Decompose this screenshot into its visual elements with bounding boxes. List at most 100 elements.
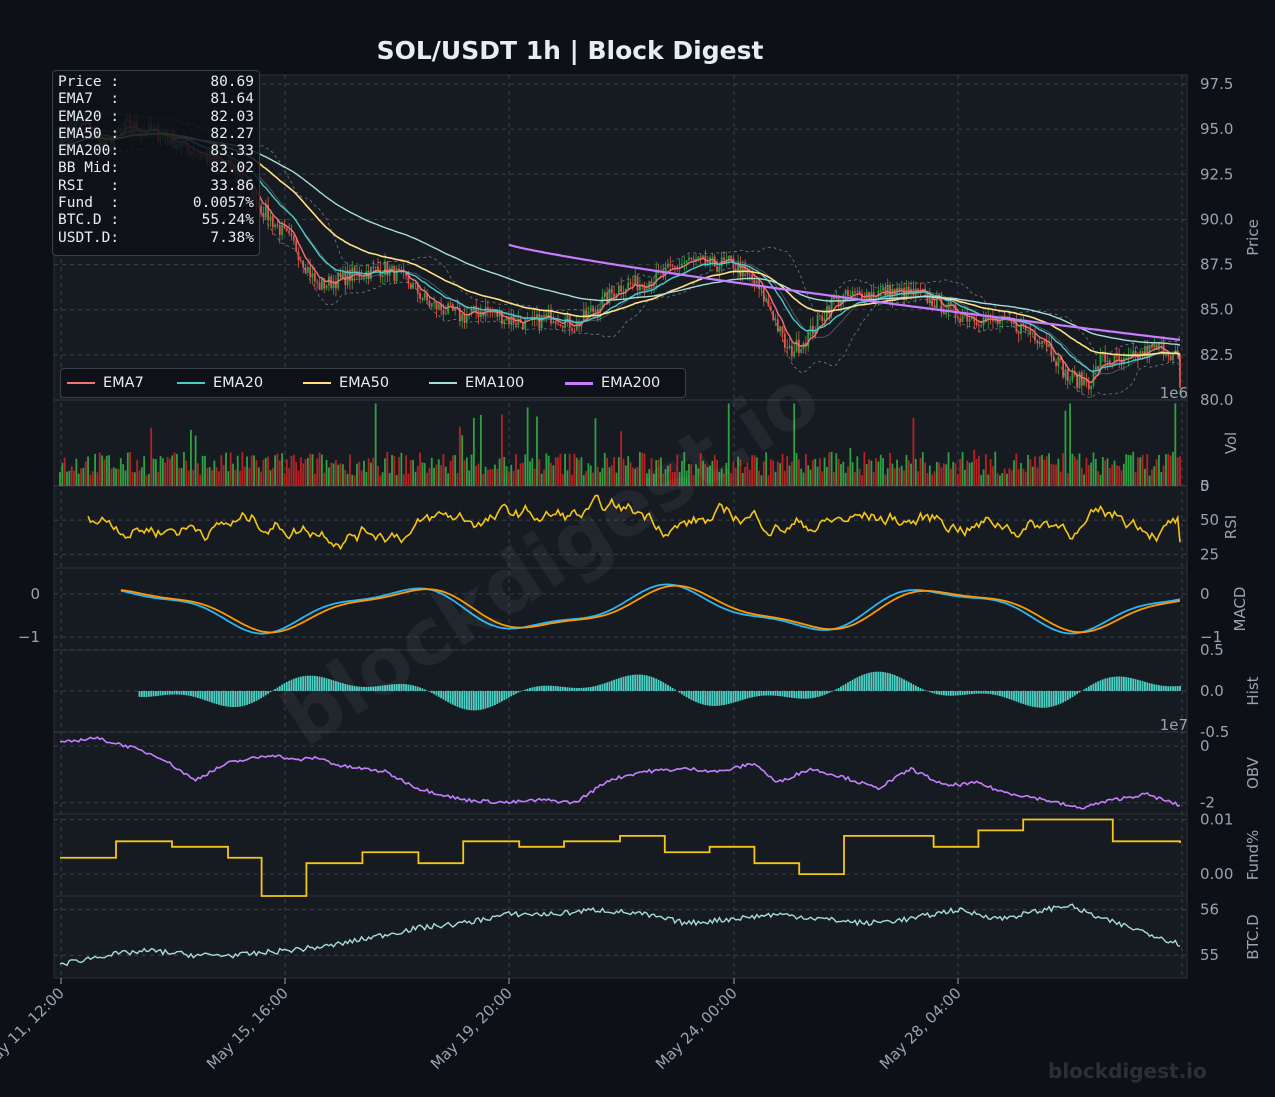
volume-bar — [491, 469, 494, 486]
volume-bar — [655, 460, 658, 486]
hist-bar — [716, 691, 718, 706]
volume-bar — [1043, 459, 1046, 486]
volume-bar — [716, 459, 718, 486]
candle-body — [613, 293, 616, 298]
candle-body — [940, 296, 943, 313]
volume-bar — [1090, 462, 1093, 486]
candle-body — [1078, 372, 1081, 388]
hist-bar — [197, 691, 199, 698]
macd-tick-label-right: −1 — [1200, 628, 1222, 646]
candle-body — [1094, 366, 1097, 372]
volume-bar — [734, 467, 737, 486]
obv-axis-label: OBV — [1244, 756, 1262, 789]
hist-bar — [1113, 676, 1116, 691]
volume-bar — [262, 459, 265, 486]
hist-bar — [339, 682, 342, 691]
candle-body — [739, 263, 742, 277]
volume-bar — [388, 472, 391, 486]
volume-bar — [449, 460, 452, 486]
volume-bar — [828, 452, 831, 486]
hist-bar — [561, 686, 564, 691]
legend-label: EMA20 — [213, 375, 264, 391]
volume-bar — [561, 473, 564, 486]
hist-bar — [978, 691, 980, 694]
volume-bar — [1144, 468, 1146, 486]
legend-swatch — [429, 382, 457, 384]
volume-bar — [1066, 472, 1069, 486]
volume-bar — [676, 454, 679, 486]
volume-bar — [232, 463, 234, 486]
volume-bar — [1006, 473, 1008, 486]
candle-body — [1179, 354, 1181, 388]
volume-bar — [959, 459, 962, 486]
candle-body — [718, 266, 721, 271]
macd-line — [120, 583, 1181, 635]
candle-body — [1106, 360, 1109, 363]
hist-bar — [734, 691, 737, 702]
funding-line — [60, 818, 1181, 897]
legend-item: EMA200 — [565, 375, 675, 391]
volume-bar — [342, 464, 344, 486]
candle-body — [299, 260, 302, 262]
volume-bar — [370, 462, 372, 486]
hist-bar — [837, 687, 840, 691]
hist-bar — [208, 691, 211, 702]
volume-bar — [470, 454, 473, 486]
volume-bar — [519, 463, 522, 486]
candle-body — [667, 264, 669, 268]
hist-bar — [393, 684, 396, 691]
hist-bar — [627, 675, 630, 691]
hist-bar — [458, 691, 461, 708]
volume-bar — [505, 466, 508, 486]
volume-bar — [479, 414, 482, 486]
hist-bar — [227, 691, 230, 707]
volume-bar — [1125, 454, 1128, 486]
candle-body — [447, 303, 450, 314]
volume-bar — [790, 461, 793, 486]
hist-bar — [183, 691, 185, 695]
hist-bar — [709, 691, 711, 706]
candle-body — [699, 256, 702, 258]
ema200-line — [508, 243, 1181, 341]
hist-bar — [1127, 677, 1130, 691]
volume-bar — [613, 457, 616, 486]
hist-bar — [1057, 691, 1060, 705]
candle-body — [449, 303, 452, 305]
hist-bar — [199, 691, 202, 699]
candle-body — [1165, 353, 1167, 356]
volume-bar — [131, 471, 134, 486]
candle-body — [1097, 366, 1100, 370]
volume-bar — [103, 459, 106, 486]
hist-bar — [877, 671, 880, 691]
candle-body — [601, 296, 604, 309]
hist-bar — [1176, 686, 1179, 691]
hist-bar — [1144, 681, 1146, 691]
hist-bar — [1146, 682, 1149, 691]
hist-bar — [688, 691, 690, 699]
volume-bar — [105, 455, 108, 486]
hist-bar — [987, 691, 990, 694]
volume-bar — [229, 452, 232, 486]
hist-bar — [1158, 685, 1160, 691]
volume-bar — [914, 459, 917, 486]
signal-line — [120, 584, 1181, 634]
candle-body — [1043, 340, 1046, 343]
hist-bar — [723, 691, 725, 705]
hist-bar — [643, 675, 646, 691]
price-tick-label: 82.5 — [1200, 346, 1233, 364]
hist-bar — [786, 691, 789, 698]
volume-bar — [1029, 459, 1032, 486]
candle-body — [335, 281, 337, 289]
volume-bar — [917, 471, 920, 486]
volume-bar — [596, 466, 599, 486]
rsi-tick-label: 50 — [1200, 511, 1219, 529]
volume-bar — [931, 474, 934, 486]
volume-bar — [963, 469, 966, 486]
volume-bar — [571, 474, 573, 486]
hist-bar — [919, 688, 922, 691]
hist-bar — [360, 686, 363, 691]
candle-body — [779, 326, 782, 332]
hist-bar — [732, 691, 735, 703]
hist-bar — [741, 691, 744, 700]
rsi-line — [87, 494, 1181, 551]
